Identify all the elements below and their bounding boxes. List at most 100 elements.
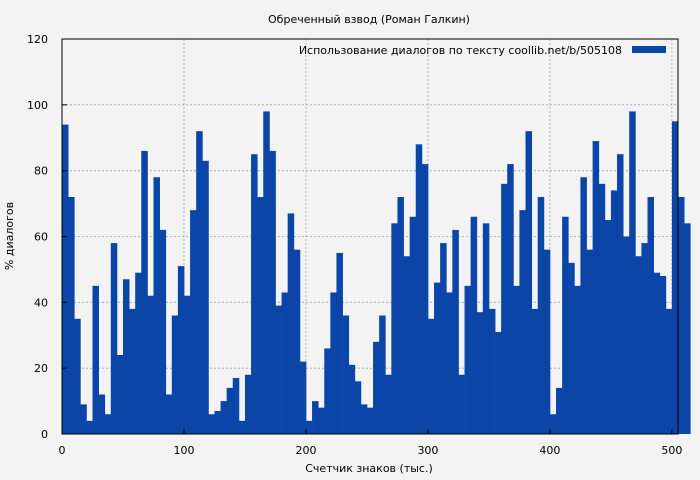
bar (604, 220, 612, 434)
bar (129, 308, 136, 434)
bar (635, 256, 642, 434)
bar (348, 364, 356, 434)
y-tick-label: 20 (34, 362, 48, 375)
y-tick-label: 120 (27, 33, 48, 46)
bar (434, 282, 441, 434)
bar (476, 312, 484, 434)
bar (269, 150, 276, 434)
bar (659, 276, 667, 434)
bar (665, 308, 673, 434)
bar (501, 183, 508, 434)
bar (293, 249, 301, 434)
bar (610, 190, 618, 434)
bar (391, 223, 398, 434)
bar (238, 420, 246, 434)
bar (366, 407, 374, 434)
bar (519, 210, 526, 434)
bar (153, 177, 160, 434)
bar (244, 374, 252, 434)
bar (159, 229, 167, 434)
bar (287, 213, 295, 434)
bar (80, 404, 87, 434)
bar (598, 183, 606, 434)
y-tick-label: 40 (34, 296, 48, 309)
bar (190, 210, 197, 434)
bar (324, 348, 331, 434)
bar (464, 285, 472, 434)
x-tick-label: 200 (295, 444, 316, 457)
bar (531, 308, 539, 434)
x-tick-label: 0 (59, 444, 66, 457)
bar (281, 292, 289, 434)
bar (543, 249, 551, 434)
bar (305, 420, 313, 434)
bar (647, 197, 655, 434)
bar (379, 315, 386, 434)
bar (214, 410, 221, 434)
bar (68, 197, 75, 434)
bar (232, 378, 240, 434)
bar (147, 295, 154, 434)
bar (592, 141, 600, 434)
chart-title: Обреченный взвод (Роман Галкин) (268, 13, 470, 26)
bar (299, 361, 307, 434)
bar (226, 387, 234, 434)
bar (275, 305, 282, 434)
axis-ticks: 0 20 40 60 80 100 120 0 100 200 300 400 500 (27, 33, 682, 457)
bar (580, 177, 587, 434)
bar (330, 292, 337, 434)
bar (397, 197, 404, 434)
bar (549, 414, 557, 434)
bar (458, 374, 465, 434)
legend-swatch (632, 46, 666, 53)
bar (122, 279, 130, 434)
bar (415, 144, 423, 435)
bar (470, 216, 478, 434)
bar (525, 131, 533, 434)
bar (537, 197, 545, 434)
bar (586, 249, 594, 434)
bar (263, 111, 270, 435)
bar (513, 285, 520, 434)
bar (671, 121, 679, 435)
bar (251, 154, 258, 435)
bar (86, 420, 93, 434)
bar (574, 285, 581, 434)
bar (342, 315, 350, 434)
bar (385, 374, 392, 434)
bar (446, 292, 453, 434)
bar (421, 164, 429, 435)
bar (312, 401, 319, 434)
bar (318, 407, 325, 434)
bar (562, 216, 569, 434)
bar (556, 387, 563, 434)
bar (403, 256, 411, 434)
bar (641, 243, 648, 434)
bar (623, 236, 630, 434)
bar (62, 124, 69, 434)
bar (171, 315, 179, 434)
bar-series (62, 111, 691, 435)
y-axis-label: % диалогов (3, 202, 16, 270)
bar (507, 164, 514, 435)
bar (488, 308, 496, 434)
bar (257, 197, 264, 434)
y-tick-label: 0 (41, 428, 48, 441)
legend-label: Использование диалогов по тексту coollib… (299, 44, 622, 57)
bar (208, 414, 215, 434)
x-tick-label: 300 (417, 444, 438, 457)
bar (98, 394, 106, 434)
bar (141, 150, 148, 434)
bar (452, 229, 459, 434)
y-tick-label: 60 (34, 231, 48, 244)
bar (110, 243, 118, 434)
bar (104, 414, 112, 434)
bar (92, 285, 99, 434)
x-tick-label: 100 (173, 444, 194, 457)
bar (74, 318, 81, 434)
bar (568, 262, 575, 434)
bar (177, 266, 185, 434)
bar (196, 131, 203, 434)
y-tick-label: 100 (27, 99, 48, 112)
